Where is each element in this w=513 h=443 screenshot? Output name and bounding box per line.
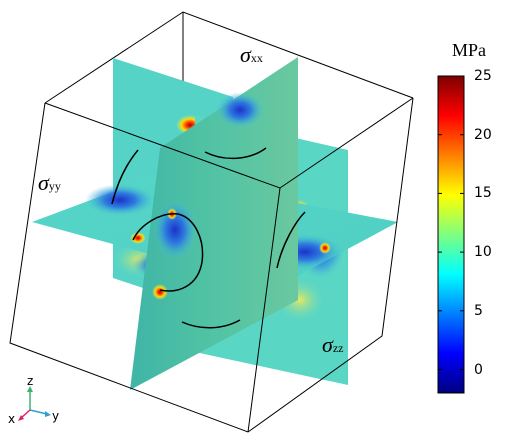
triad-z-label: z [27, 374, 34, 388]
triad-y-arrowhead [45, 411, 51, 417]
triad-y-label: y [52, 409, 60, 423]
label-sigma-zz: σzz [322, 334, 344, 356]
triad-z-arrowhead [27, 386, 33, 392]
crack-fronts [111, 147, 306, 329]
colorbar-tick-label: 0 [474, 361, 483, 378]
triad-x-arrowhead [18, 415, 24, 421]
colorbar [437, 75, 465, 394]
colorbar-ticks [438, 75, 464, 371]
colorbar-tick-label: 5 [474, 302, 483, 319]
sigma-zz-symbol: σ [322, 332, 333, 357]
triad-y-axis [29, 409, 48, 415]
sigma-zz-subscript: zz [332, 341, 344, 355]
sigma-yy-symbol: σ [38, 170, 49, 195]
sigma-xx-subscript: xx [250, 51, 263, 65]
label-sigma-yy: σyy [38, 172, 61, 194]
triad-x-label: x [8, 412, 16, 426]
colorbar-gradient-rect [438, 76, 464, 393]
bounding-box-front [9, 97, 414, 433]
sigma-xx-symbol: σ [240, 42, 251, 67]
colorbar-gradient [438, 76, 464, 393]
sigma-yy-subscript: yy [48, 179, 61, 193]
colorbar-frame [437, 75, 465, 394]
axis-triad [18, 386, 51, 421]
colorbar-tick-label: 15 [474, 185, 492, 202]
colorbar-unit: MPa [452, 40, 487, 60]
colorbar-tick-label: 25 [474, 68, 492, 84]
colorbar-tick-label: 20 [474, 126, 492, 143]
triad-x-axis [20, 409, 31, 419]
label-sigma-xx: σxx [240, 44, 263, 66]
colorbar-tick-label: 10 [474, 244, 492, 261]
plate-sigma-xx-front [130, 57, 298, 390]
